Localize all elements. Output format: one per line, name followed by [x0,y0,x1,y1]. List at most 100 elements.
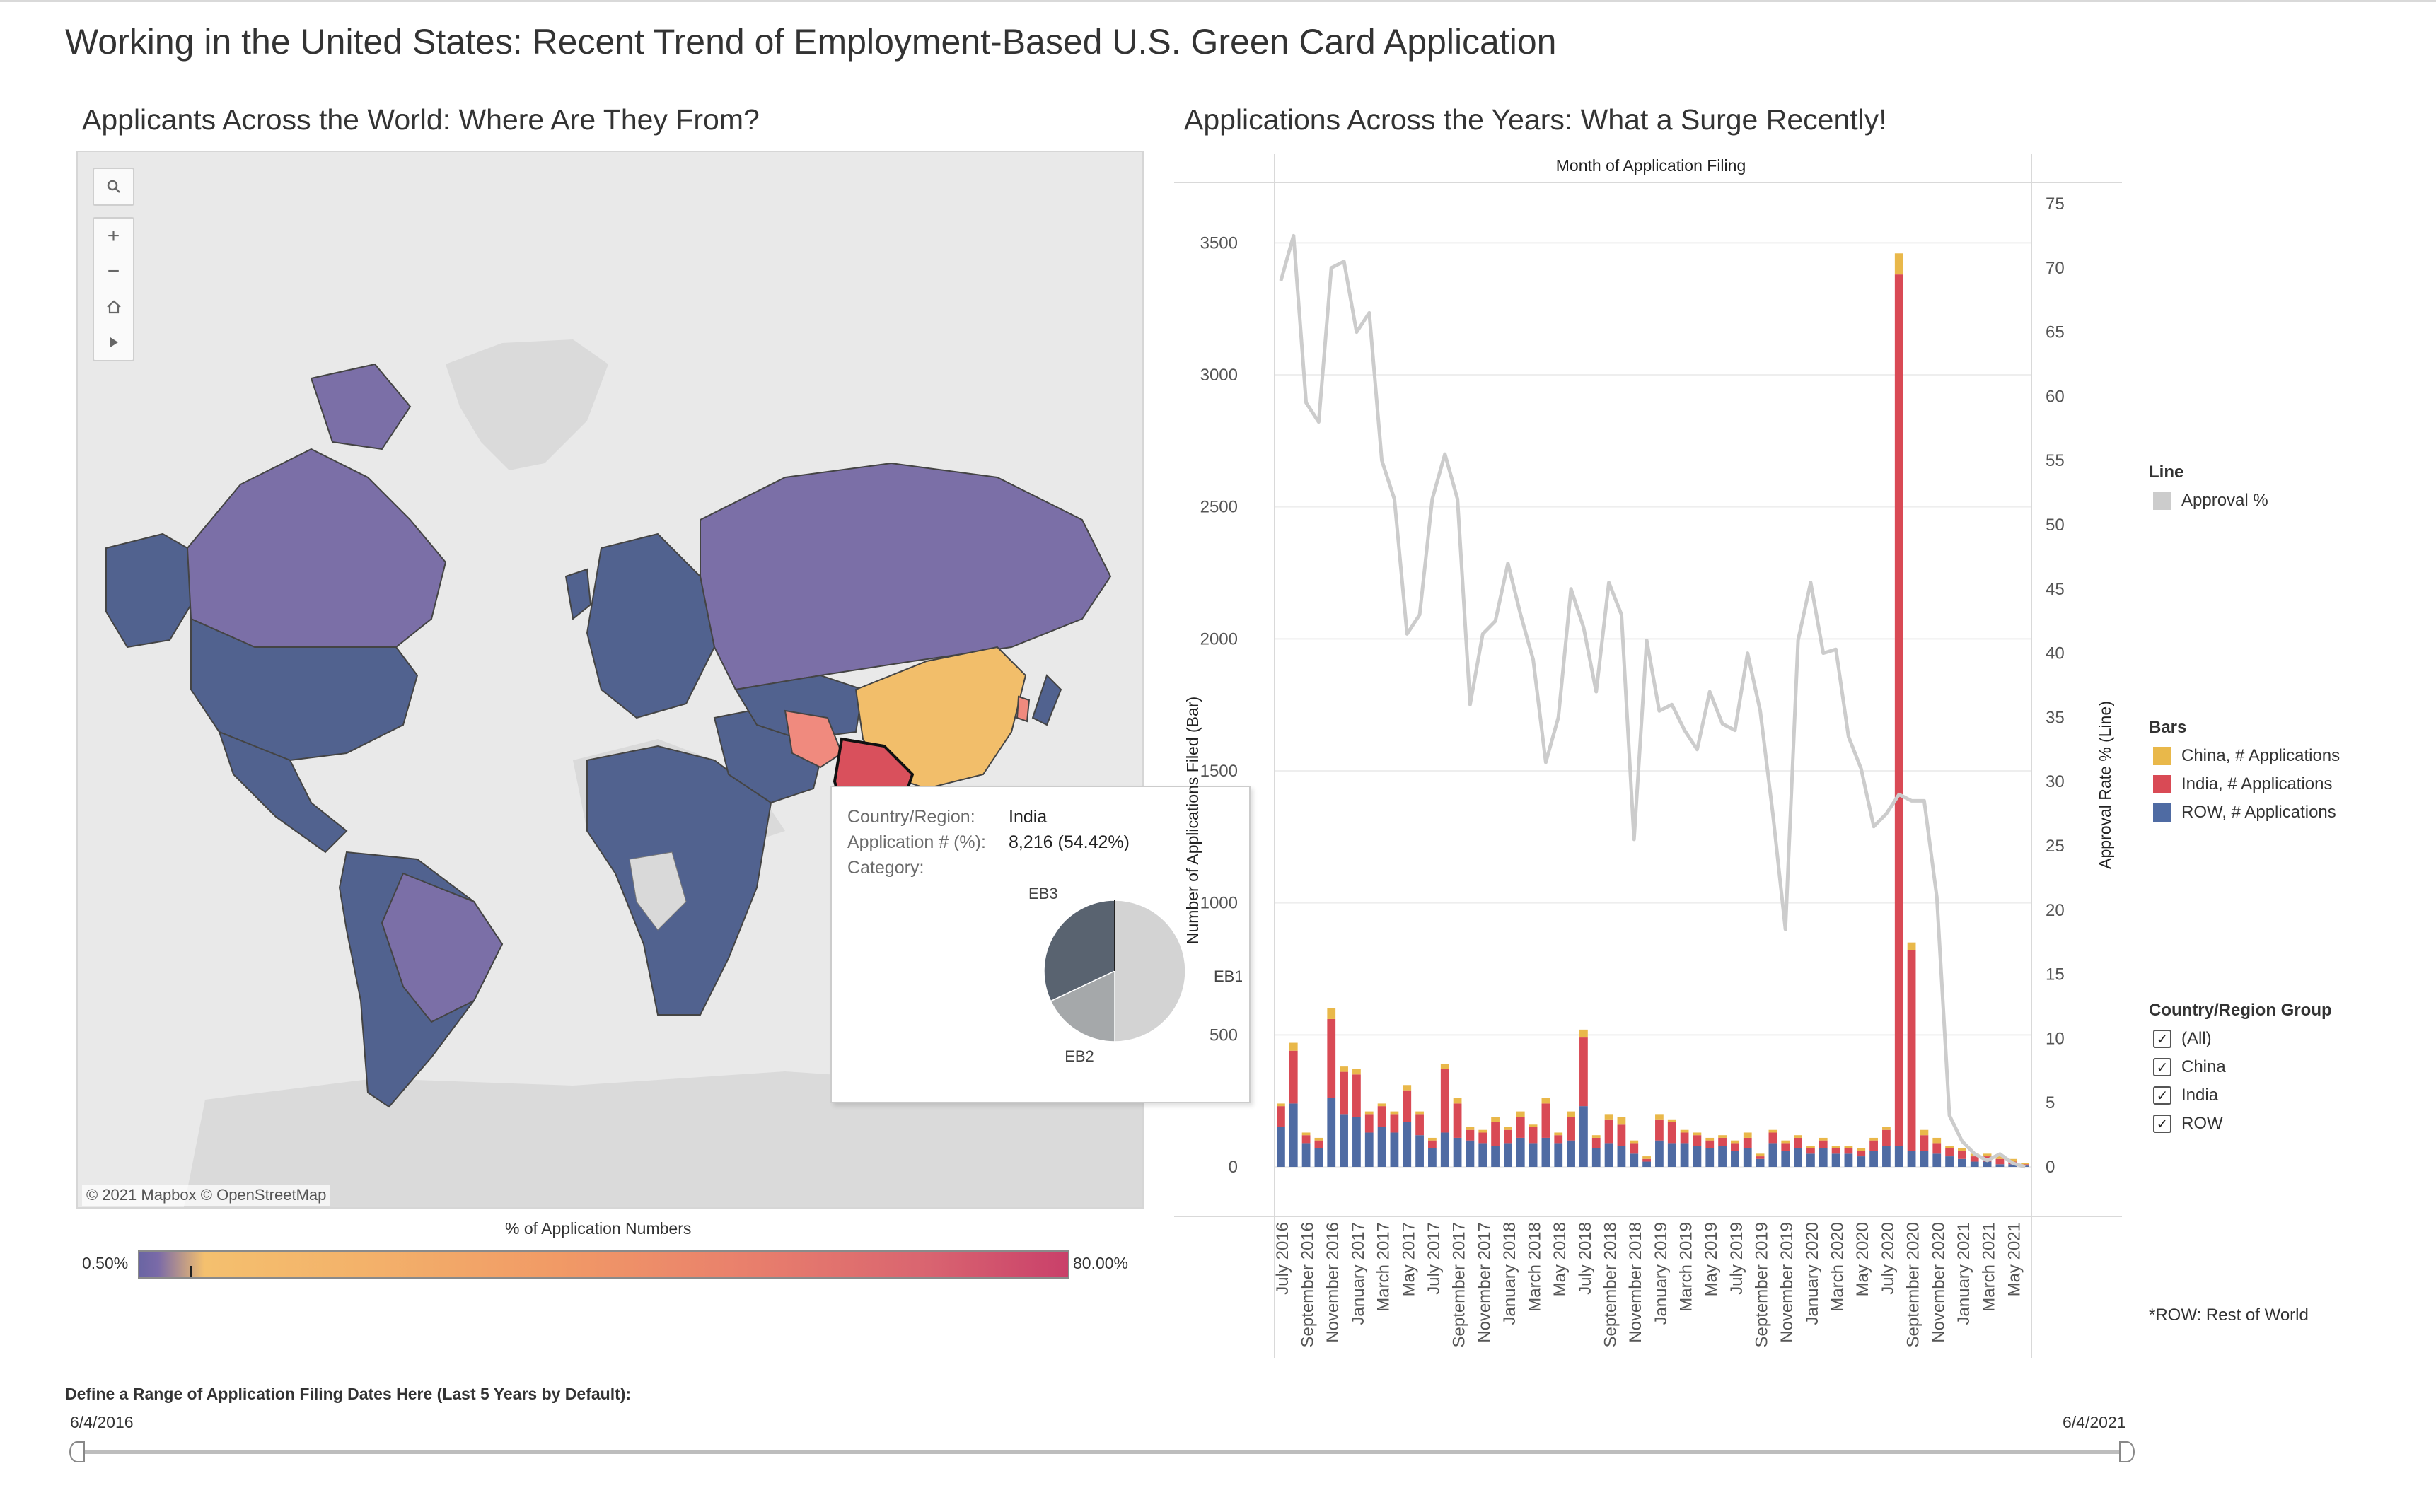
bar-segment-india[interactable] [1327,1018,1336,1098]
bar-segment-india[interactable] [1289,1050,1298,1104]
bar-segment-china[interactable] [1327,1008,1336,1019]
bar-segment-row[interactable] [1554,1143,1563,1167]
bar-segment-row[interactable] [1806,1153,1815,1167]
bar-segment-row[interactable] [1403,1122,1412,1167]
bar-segment-china[interactable] [1440,1064,1449,1069]
bar-segment-china[interactable] [1693,1132,1702,1136]
group-filter-row[interactable]: ✓ ROW [2153,1114,2223,1134]
bar-segment-china[interactable] [1630,1140,1639,1144]
bar-segment-row[interactable] [1894,1146,1903,1167]
bar-segment-china[interactable] [1529,1124,1538,1127]
bar-segment-china[interactable] [1453,1098,1462,1104]
bar-segment-india[interactable] [1680,1132,1689,1144]
map-search-control[interactable] [93,168,134,206]
bar-segment-india[interactable] [1504,1129,1512,1144]
map-zoom-controls[interactable]: + − [93,217,134,361]
bar-segment-row[interactable] [1731,1151,1739,1167]
checkbox-checked-icon[interactable]: ✓ [2153,1058,2171,1076]
bar-segment-row[interactable] [1693,1146,1702,1167]
bar-segment-china[interactable] [1920,1129,1929,1136]
bar-segment-india[interactable] [1630,1143,1639,1154]
bar-segment-row[interactable] [1882,1146,1891,1167]
approval-rate-line[interactable] [1279,233,2026,1169]
bar-segment-india[interactable] [1869,1140,1878,1151]
home-icon[interactable] [94,289,133,325]
bar-segment-row[interactable] [1680,1143,1689,1167]
bar-segment-china[interactable] [1504,1127,1512,1130]
bar-segment-row[interactable] [1579,1106,1588,1167]
bar-segment-china[interactable] [1945,1146,1954,1148]
bar-segment-china[interactable] [1478,1129,1487,1133]
map-canvas[interactable] [78,152,1142,1207]
bar-segment-row[interactable] [1340,1114,1348,1167]
bar-segment-row[interactable] [1440,1132,1449,1167]
bar-segment-india[interactable] [1958,1151,1966,1159]
bar-segment-india[interactable] [1591,1137,1601,1148]
bar-segment-row[interactable] [1655,1140,1664,1167]
bar-segment-india[interactable] [1352,1074,1361,1117]
bar-segment-china[interactable] [1705,1137,1715,1141]
bar-segment-india[interactable] [1882,1129,1891,1146]
bar-segment-row[interactable] [1630,1153,1639,1167]
bar-segment-row[interactable] [1377,1127,1386,1167]
bar-segment-china[interactable] [1667,1119,1676,1122]
date-range-slider-track[interactable] [74,1450,2129,1454]
bar-segment-india[interactable] [1440,1069,1449,1133]
legend-bar-item-china[interactable]: China, # Applications [2153,746,2340,766]
bar-segment-india[interactable] [1932,1143,1942,1154]
bar-segment-china[interactable] [1743,1132,1752,1138]
bar-segment-row[interactable] [1453,1137,1462,1167]
zoom-out-button[interactable]: − [107,260,120,283]
bar-segment-india[interactable] [1781,1143,1790,1151]
bar-segment-india[interactable] [1857,1151,1866,1157]
bar-segment-china[interactable] [1415,1111,1424,1115]
bar-segment-india[interactable] [1516,1117,1525,1138]
bar-segment-row[interactable] [1857,1156,1866,1167]
bar-segment-china[interactable] [1567,1111,1575,1117]
bar-segment-india[interactable] [1604,1119,1613,1144]
bar-segment-row[interactable] [1541,1137,1550,1167]
bar-segment-row[interactable] [1314,1148,1323,1167]
bar-segment-china[interactable] [2021,1163,2029,1165]
bar-segment-china[interactable] [1314,1137,1323,1141]
bar-segment-china[interactable] [1731,1140,1739,1144]
bar-segment-china[interactable] [1781,1140,1790,1144]
bar-segment-china[interactable] [2008,1158,2017,1162]
bar-segment-china[interactable] [1958,1148,1966,1151]
bar-segment-china[interactable] [1983,1153,1992,1157]
bar-segment-india[interactable] [1478,1132,1487,1144]
bar-segment-india[interactable] [1617,1124,1626,1146]
bar-segment-china[interactable] [1894,253,1903,275]
bar-segment-india[interactable] [1693,1135,1702,1146]
bar-segment-china[interactable] [1882,1127,1891,1130]
bar-segment-india[interactable] [1428,1140,1437,1148]
bar-segment-india[interactable] [1806,1148,1815,1154]
bar-segment-row[interactable] [1591,1148,1601,1167]
bar-segment-india[interactable] [1340,1071,1348,1115]
bar-segment-row[interactable] [1428,1148,1437,1167]
bar-segment-row[interactable] [1567,1140,1575,1167]
bar-segment-india[interactable] [1491,1122,1500,1146]
play-icon[interactable] [94,325,133,360]
bar-segment-row[interactable] [1831,1153,1840,1167]
bar-segment-row[interactable] [1478,1143,1487,1167]
bar-segment-india[interactable] [1579,1037,1588,1107]
bar-segment-row[interactable] [1718,1146,1727,1167]
bar-segment-china[interactable] [1680,1129,1689,1133]
bar-segment-india[interactable] [1756,1156,1765,1159]
bar-segment-row[interactable] [1705,1148,1715,1167]
trend-chart[interactable]: 0 500 1000 1500 2000 2500 3000 3500 0 5 10 15 20 25 3… [1174,141,2136,1358]
bar-segment-china[interactable] [1554,1132,1563,1136]
bar-segment-china[interactable] [1390,1111,1399,1115]
bar-segment-china[interactable] [1932,1137,1942,1144]
legend-bar-item-india[interactable]: India, # Applications [2153,774,2332,794]
bar-segment-china[interactable] [1768,1129,1777,1133]
bar-segment-china[interactable] [1377,1103,1386,1107]
bar-segment-india[interactable] [1995,1158,2005,1165]
checkbox-checked-icon[interactable]: ✓ [2153,1086,2171,1105]
bar-segment-india[interactable] [1554,1135,1563,1144]
bar-segment-china[interactable] [1819,1137,1828,1141]
bar-segment-china[interactable] [1289,1042,1298,1051]
bar-segment-row[interactable] [1781,1151,1790,1167]
bar-segment-india[interactable] [1894,274,1903,1146]
